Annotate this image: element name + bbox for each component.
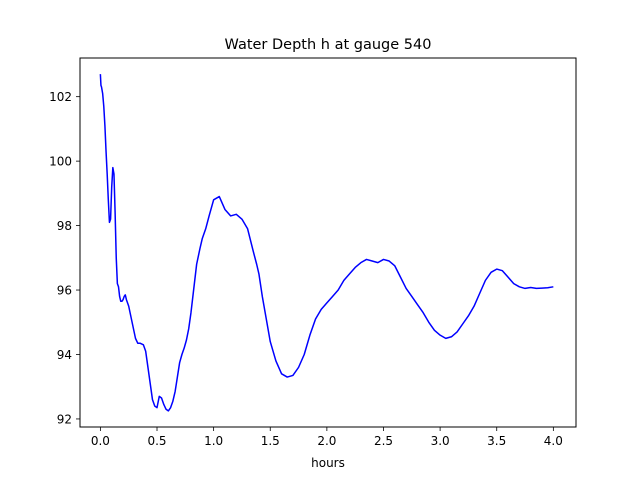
x-tick-label: 0.5 [147,434,166,448]
x-tick-label: 2.0 [317,434,336,448]
x-axis-ticks: 0.0 0.5 1.0 1.5 2.0 2.5 3.0 3.5 4.0 [91,427,563,448]
x-tick-label: 0.0 [91,434,110,448]
series-line [99,74,554,412]
y-tick-label: 100 [49,155,72,169]
x-tick-label: 3.5 [487,434,506,448]
x-tick-label: 2.5 [374,434,393,448]
x-tick-label: 3.0 [431,434,450,448]
y-tick-label: 92 [57,412,72,426]
x-tick-label: 1.5 [261,434,280,448]
y-tick-label: 102 [49,90,72,104]
y-tick-label: 96 [57,284,72,298]
x-tick-label: 1.0 [204,434,223,448]
y-tick-label: 98 [57,219,72,233]
chart-title: Water Depth h at gauge 540 [225,37,432,53]
y-tick-label: 94 [57,348,72,362]
plot-frame [79,57,577,428]
x-tick-label: 4.0 [544,434,563,448]
plot-lines [99,74,554,412]
x-axis-label: hours [311,456,345,470]
y-axis-ticks: 92 94 96 98 100 102 [49,90,80,426]
